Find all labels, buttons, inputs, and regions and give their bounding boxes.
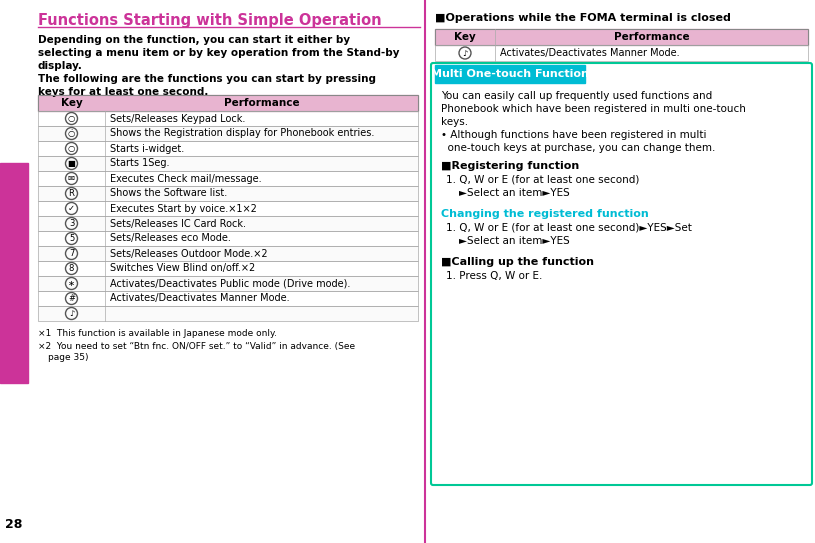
Bar: [38, 231, 418, 246]
Text: ∗: ∗: [68, 279, 75, 288]
Bar: [38, 246, 418, 261]
Text: Multi One-touch Function: Multi One-touch Function: [431, 69, 589, 79]
Text: 1. Q, W or E (for at least one second)►YES►Set: 1. Q, W or E (for at least one second)►Y…: [446, 223, 692, 233]
FancyBboxPatch shape: [431, 63, 812, 485]
Text: ○: ○: [68, 114, 75, 123]
Text: Executes Start by voice.×1×2: Executes Start by voice.×1×2: [110, 204, 257, 213]
Bar: [38, 126, 418, 141]
Text: ■Registering function: ■Registering function: [441, 161, 579, 171]
Text: display.: display.: [38, 61, 83, 71]
Bar: [38, 156, 418, 171]
Bar: [38, 111, 418, 126]
Text: The following are the functions you can start by pressing: The following are the functions you can …: [38, 74, 376, 84]
Text: ■: ■: [68, 159, 76, 168]
Text: Starts 1Seg.: Starts 1Seg.: [110, 159, 170, 168]
Text: ✉: ✉: [68, 174, 75, 183]
Text: Performance: Performance: [614, 32, 689, 42]
Text: keys for at least one second.: keys for at least one second.: [38, 87, 209, 97]
Text: 3: 3: [68, 219, 74, 228]
Bar: [38, 201, 418, 216]
Bar: [38, 276, 418, 291]
Bar: [38, 171, 418, 186]
Bar: [38, 291, 418, 306]
Bar: [38, 95, 418, 111]
Bar: [435, 29, 808, 45]
Text: Activates/Deactivates Manner Mode.: Activates/Deactivates Manner Mode.: [110, 294, 289, 304]
Text: ○̇: ○̇: [68, 129, 75, 138]
Text: 1. Q, W or E (for at least one second): 1. Q, W or E (for at least one second): [446, 175, 640, 185]
Text: Depending on the function, you can start it either by: Depending on the function, you can start…: [38, 35, 350, 45]
Text: Sets/Releases IC Card Rock.: Sets/Releases IC Card Rock.: [110, 218, 246, 229]
Text: R: R: [68, 189, 74, 198]
Bar: [38, 156, 418, 171]
Text: ○: ○: [68, 144, 75, 153]
Text: 28: 28: [6, 519, 23, 532]
Text: 8: 8: [68, 264, 74, 273]
Text: Activates/Deactivates Public mode (Drive mode).: Activates/Deactivates Public mode (Drive…: [110, 279, 350, 288]
Text: Key: Key: [60, 98, 82, 108]
Bar: [38, 216, 418, 231]
Bar: [435, 65, 585, 83]
Text: Phonebook which have been registered in multi one-touch: Phonebook which have been registered in …: [441, 104, 746, 114]
Bar: [435, 45, 808, 61]
Text: Key: Key: [454, 32, 476, 42]
Text: Sets/Releases Outdoor Mode.×2: Sets/Releases Outdoor Mode.×2: [110, 249, 267, 258]
Bar: [0, 163, 28, 383]
Bar: [38, 111, 418, 126]
Bar: [38, 276, 418, 291]
Bar: [38, 231, 418, 246]
Bar: [435, 29, 808, 45]
Text: Sets/Releases eco Mode.: Sets/Releases eco Mode.: [110, 233, 231, 243]
Bar: [38, 95, 418, 111]
Bar: [38, 216, 418, 231]
Text: Sets/Releases Keypad Lock.: Sets/Releases Keypad Lock.: [110, 113, 245, 123]
Text: 5: 5: [69, 234, 74, 243]
Text: keys.: keys.: [441, 117, 468, 127]
Text: Basic Operation: Basic Operation: [7, 220, 20, 326]
Bar: [38, 141, 418, 156]
Text: 7: 7: [68, 249, 74, 258]
Text: ►Select an item►YES: ►Select an item►YES: [446, 236, 570, 246]
Bar: [38, 261, 418, 276]
Text: Functions Starting with Simple Operation: Functions Starting with Simple Operation: [38, 13, 381, 28]
Text: Shows the Software list.: Shows the Software list.: [110, 188, 227, 199]
Text: one-touch keys at purchase, you can change them.: one-touch keys at purchase, you can chan…: [441, 143, 716, 153]
Text: Executes Check mail/message.: Executes Check mail/message.: [110, 174, 262, 184]
Text: page 35): page 35): [48, 353, 89, 362]
Bar: [38, 306, 418, 321]
Bar: [38, 261, 418, 276]
Bar: [435, 45, 808, 61]
Text: ×2  You need to set “Btn fnc. ON/OFF set.” to “Valid” in advance. (See: ×2 You need to set “Btn fnc. ON/OFF set.…: [38, 342, 355, 351]
Text: ►Select an item►YES: ►Select an item►YES: [446, 188, 570, 198]
Bar: [38, 186, 418, 201]
Text: ✓: ✓: [68, 204, 75, 213]
Text: Changing the registered function: Changing the registered function: [441, 209, 649, 219]
Text: ■Calling up the function: ■Calling up the function: [441, 257, 594, 267]
Bar: [38, 306, 418, 321]
Bar: [38, 246, 418, 261]
Text: ■Operations while the FOMA terminal is closed: ■Operations while the FOMA terminal is c…: [435, 13, 731, 23]
Text: You can easily call up frequently used functions and: You can easily call up frequently used f…: [441, 91, 712, 101]
Text: Starts i-widget.: Starts i-widget.: [110, 143, 184, 154]
Text: Shows the Registration display for Phonebook entries.: Shows the Registration display for Phone…: [110, 129, 374, 138]
Text: ×1  This function is available in Japanese mode only.: ×1 This function is available in Japanes…: [38, 329, 277, 338]
Text: Activates/Deactivates Manner Mode.: Activates/Deactivates Manner Mode.: [500, 48, 680, 58]
Bar: [38, 291, 418, 306]
Bar: [38, 171, 418, 186]
Text: Switches View Blind on/off.×2: Switches View Blind on/off.×2: [110, 263, 255, 274]
Text: #: #: [68, 294, 75, 303]
Text: ♪: ♪: [68, 309, 74, 318]
Bar: [38, 141, 418, 156]
Text: selecting a menu item or by key operation from the Stand-by: selecting a menu item or by key operatio…: [38, 48, 399, 58]
Bar: [38, 186, 418, 201]
Text: 1. Press Q, W or E.: 1. Press Q, W or E.: [446, 271, 542, 281]
Text: Performance: Performance: [223, 98, 299, 108]
Bar: [38, 126, 418, 141]
Bar: [38, 201, 418, 216]
Text: ♪: ♪: [462, 48, 468, 58]
Text: • Although functions have been registered in multi: • Although functions have been registere…: [441, 130, 707, 140]
